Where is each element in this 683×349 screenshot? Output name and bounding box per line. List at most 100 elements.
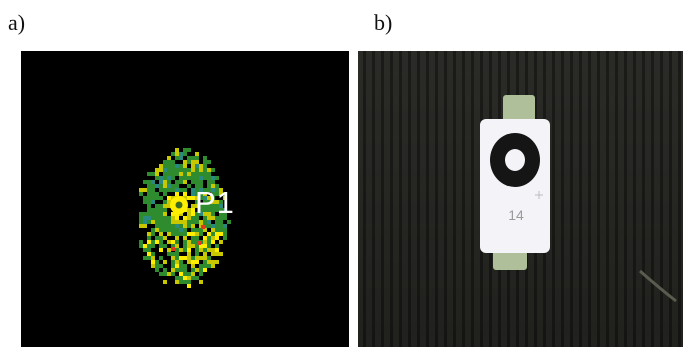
heat-cell [167, 164, 171, 168]
heat-cell [151, 240, 155, 244]
heat-cell [203, 156, 207, 160]
tape-top [503, 95, 535, 125]
heat-cell [163, 180, 167, 184]
heat-cell [199, 256, 203, 260]
heat-cell [187, 148, 191, 152]
heat-cell [183, 192, 187, 196]
heat-cell [191, 264, 195, 268]
heat-cell [195, 156, 199, 160]
heat-cell [203, 176, 207, 180]
heat-cell [175, 228, 179, 232]
heat-cell [179, 156, 183, 160]
heat-cell [183, 216, 187, 220]
heat-cell [191, 268, 195, 272]
marker-hole [505, 149, 525, 171]
heat-cell [175, 256, 179, 260]
photo-panel: 14 [358, 51, 683, 347]
heat-cell [211, 236, 215, 240]
heat-cell [203, 264, 207, 268]
heat-cell [219, 188, 223, 192]
heat-cell [171, 228, 175, 232]
heat-cell [179, 220, 183, 224]
photograph [358, 51, 683, 347]
heat-cell [199, 264, 203, 268]
heat-cell [191, 240, 195, 244]
heat-cell [183, 276, 187, 280]
heat-cell [223, 212, 227, 216]
heat-cell [187, 244, 191, 248]
heat-cell [207, 176, 211, 180]
heat-cell [171, 212, 175, 216]
heat-cell [199, 188, 203, 192]
heat-cell [223, 236, 227, 240]
heat-cell [195, 256, 199, 260]
heat-cell [143, 244, 147, 248]
heat-cell [195, 176, 199, 180]
heat-cell [159, 224, 163, 228]
heat-cell [147, 192, 151, 196]
heat-cell [167, 200, 171, 204]
heat-cell [171, 256, 175, 260]
heat-cell [211, 192, 215, 196]
heat-cell [207, 188, 211, 192]
heat-cell [175, 180, 179, 184]
heat-cell [155, 172, 159, 176]
heat-cell [195, 200, 199, 204]
heat-cell [211, 260, 215, 264]
point-label-p1: P1 [195, 185, 235, 220]
heat-cell [187, 280, 191, 284]
heat-cell [203, 160, 207, 164]
heat-cell [163, 272, 167, 276]
heat-cell [167, 176, 171, 180]
heat-cell [143, 216, 147, 220]
heat-cell [199, 196, 203, 200]
heat-cell [167, 252, 171, 256]
heat-cell [151, 232, 155, 236]
heat-cell [219, 212, 223, 216]
heat-cell [199, 228, 203, 232]
heat-cell [171, 168, 175, 172]
heat-cell [219, 216, 223, 220]
heat-cell [159, 164, 163, 168]
heat-cell [191, 228, 195, 232]
heat-cell [151, 256, 155, 260]
heat-cell [147, 200, 151, 204]
heat-cell [183, 280, 187, 284]
heat-cell [159, 240, 163, 244]
heat-cell [159, 188, 163, 192]
heat-cell [207, 196, 211, 200]
heat-cell [187, 224, 191, 228]
heat-cell [175, 224, 179, 228]
heat-cell [211, 180, 215, 184]
heat-cell [159, 204, 163, 208]
heat-cell [147, 232, 151, 236]
heat-cell [159, 180, 163, 184]
heat-cell [215, 176, 219, 180]
heat-cell [191, 188, 195, 192]
heat-cell [223, 232, 227, 236]
heat-cell [203, 220, 207, 224]
heat-cell [183, 148, 187, 152]
heat-cell [151, 196, 155, 200]
heat-cell [199, 192, 203, 196]
heat-cell [151, 192, 155, 196]
heat-cell [147, 180, 151, 184]
heat-cell [211, 216, 215, 220]
heat-cell [187, 172, 191, 176]
heat-cell [211, 204, 215, 208]
heat-cell [207, 224, 211, 228]
heat-cell [191, 236, 195, 240]
heat-cell [179, 260, 183, 264]
heat-cell [227, 220, 231, 224]
heat-cell [171, 264, 175, 268]
heat-cell [215, 244, 219, 248]
heat-cell [159, 244, 163, 248]
heat-cell [223, 228, 227, 232]
heat-cell [203, 200, 207, 204]
heat-cell [195, 232, 199, 236]
heat-cell [167, 224, 171, 228]
heat-cell [171, 216, 175, 220]
heat-cell [199, 164, 203, 168]
heat-cell [195, 236, 199, 240]
heat-cell [211, 188, 215, 192]
